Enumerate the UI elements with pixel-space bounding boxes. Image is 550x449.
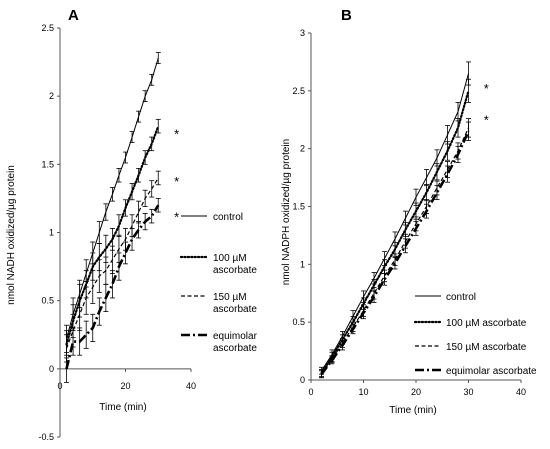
panel-a-letter: A <box>68 7 79 24</box>
panel-b-x-tick-label: 30 <box>463 387 473 397</box>
panel-a-y-tick-label: 1.5 <box>41 159 54 169</box>
panel-a-x-tick-label: 40 <box>186 381 196 391</box>
panel-a-significance-star: * <box>174 126 179 141</box>
panel-a-legend-label: ascorbate <box>213 304 257 315</box>
panel-b-significance-marks: ** <box>484 81 489 127</box>
panel-a-y-tick-label: 0.5 <box>41 296 54 306</box>
panel-a-x-axis-title: Time (min) <box>99 402 146 413</box>
panel-a-legend-label: control <box>213 212 243 223</box>
panel-b-legend-label: 150 µM ascorbate <box>446 342 527 353</box>
panel-a-legend-label: equimolar <box>213 331 258 342</box>
panel-b-x-tick-label: 10 <box>358 387 368 397</box>
panel-b-significance-star: * <box>484 81 489 96</box>
panel-b-x-tick-label: 20 <box>411 387 421 397</box>
panel-a-y-tick-label: 2 <box>49 91 54 101</box>
panel-a-significance-star: * <box>174 174 179 189</box>
panel-b-axes: 00.511.522.530 10 20 30 40 <box>292 28 526 397</box>
panel-b-y-tick-label: 2.5 <box>292 86 305 96</box>
panel-b-y-tick-label: 1.5 <box>292 202 305 212</box>
panel-b-y-tick-label: 0.5 <box>292 317 305 327</box>
panel-b-legend: control 100 µM ascorbate 150 µM ascorbate e… <box>413 292 537 377</box>
panel-b-legend-label: equimolar ascorbate <box>446 366 537 377</box>
panel-b-chart: B 00.511.522.530 10 20 30 40 ** nmol NADPH o… <box>281 7 526 416</box>
panel-a-x-tick-label: 20 <box>120 381 130 391</box>
panel-b-legend-label: control <box>446 292 476 303</box>
panel-a-series <box>64 52 161 383</box>
panel-b-y-axis-title: nmol NADPH oxidized/µg protein <box>281 139 292 285</box>
panel-b-legend-label: 100 µM ascorbate <box>446 318 527 329</box>
panel-b-y-tick-label: 2 <box>300 144 305 154</box>
panel-a-legend-label: ascorbate <box>213 343 257 354</box>
panel-b-letter: B <box>341 7 352 24</box>
panel-b-x-tick-label: 40 <box>516 387 526 397</box>
panel-b-series <box>319 61 471 379</box>
panel-a-y-tick-label: 0 <box>49 364 54 374</box>
panel-a-x-tick-label: 0 <box>57 381 62 391</box>
panel-a-y-tick-label: -0.5 <box>38 432 54 442</box>
panel-b-significance-star: * <box>484 112 489 127</box>
panel-a-series-dashdot-line <box>65 204 160 370</box>
panel-b-x-axis-title: Time (min) <box>389 405 436 416</box>
panel-a-significance-marks: * * * <box>174 126 179 224</box>
panel-b-x-tick-label: 0 <box>308 387 313 397</box>
panel-a-legend-label: 150 µM <box>213 292 247 303</box>
panel-a-legend-label: ascorbate <box>213 265 257 276</box>
panel-a-legend-label: 100 µM <box>213 253 247 264</box>
panel-a-significance-star: * <box>174 209 179 224</box>
panel-a-axes: -0.5 0 0.5 1 1.5 2 2.5 0 20 40 <box>38 23 196 442</box>
panel-b-series-dashdot-line <box>320 130 470 375</box>
panel-b-y-tick-label: 0 <box>300 375 305 385</box>
panel-a-y-tick-label: 2.5 <box>41 23 54 33</box>
panel-a-chart: A -0.5 0 0.5 1 1.5 2 2.5 0 20 40 * * * nmol NADH ox… <box>6 7 196 442</box>
panel-a-y-tick-label: 1 <box>49 228 54 238</box>
panel-b-y-tick-label: 3 <box>300 28 305 38</box>
panel-a-y-axis-title: nmol NADH oxidized/µg protein <box>6 165 17 305</box>
panel-b-y-tick-label: 1 <box>300 259 305 269</box>
